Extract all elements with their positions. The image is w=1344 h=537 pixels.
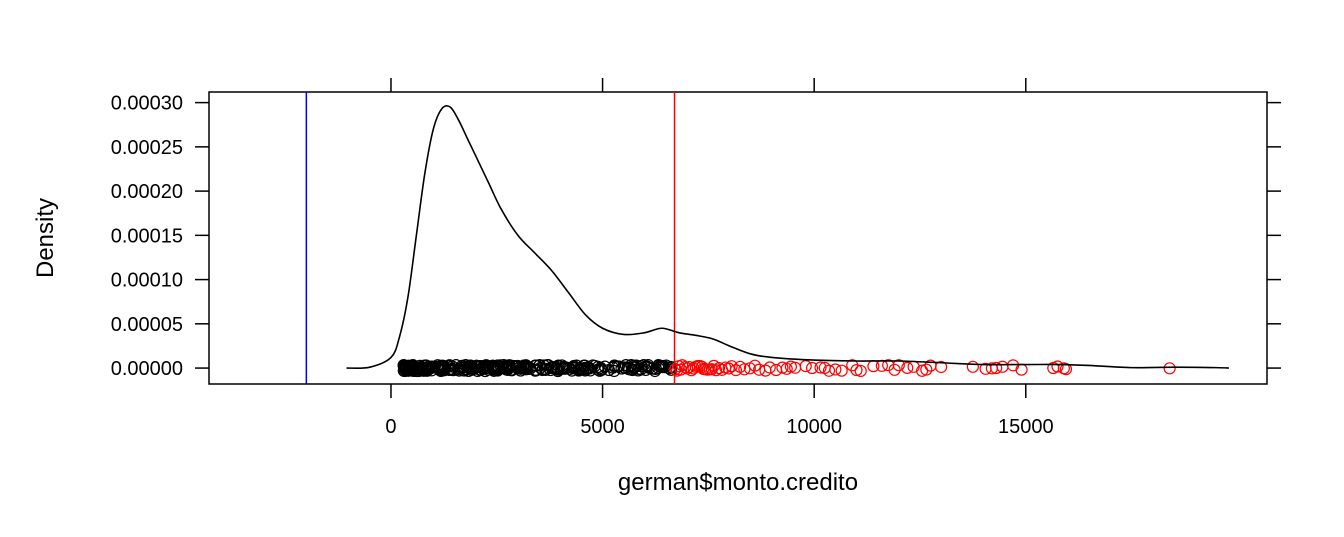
rug-point	[615, 362, 628, 375]
y-tick-label: 0.00020	[111, 181, 183, 203]
plot-frame	[208, 91, 1268, 385]
rug-point	[635, 360, 648, 373]
density-curve-group	[346, 104, 1229, 370]
y-tick-label: 0.00000	[111, 358, 183, 380]
rug-point	[539, 362, 552, 375]
x-tick-label: 5000	[580, 416, 625, 438]
rug-point-above-threshold	[722, 362, 735, 375]
rug-point-above-threshold	[996, 360, 1009, 373]
rug-point-above-threshold	[966, 360, 979, 373]
y-tick-label: 0.00025	[111, 137, 183, 159]
rug-point	[529, 363, 542, 376]
rug-point	[515, 361, 528, 374]
rug-point	[453, 364, 466, 377]
rug-point-above-threshold	[725, 360, 738, 373]
rug-point-above-threshold	[1015, 363, 1028, 376]
x-axis-title: german$monto.credito	[618, 469, 858, 496]
rug-point-above-threshold	[709, 364, 723, 377]
y-tick-label: 0.00015	[111, 225, 183, 247]
rug-point	[628, 361, 641, 374]
rug-point-above-threshold	[901, 361, 914, 374]
rug-point-above-threshold	[705, 363, 718, 376]
rug-point-above-threshold	[822, 364, 836, 377]
rug-point-above-threshold	[805, 361, 819, 375]
rug-point	[431, 361, 444, 374]
rug-point	[641, 360, 654, 373]
rug-point-above-threshold	[935, 360, 948, 374]
rug-point	[437, 359, 450, 373]
x-tick-label: 15000	[998, 416, 1054, 438]
rug-point	[602, 363, 616, 377]
rug-point-above-threshold	[1051, 360, 1064, 373]
rug-point-above-threshold	[748, 359, 762, 372]
rug-point	[545, 361, 558, 375]
rug-point	[487, 360, 500, 373]
rug-point-above-threshold	[854, 364, 867, 378]
rug-point-above-threshold	[814, 361, 827, 374]
reference-lines	[305, 92, 676, 384]
rug-point	[619, 358, 633, 372]
density-curve	[346, 104, 1229, 370]
rug-point	[594, 361, 607, 375]
rug-point-above-threshold	[729, 364, 742, 377]
y-axis: 0.00000 0.00005 0.00010 0.00015 0.00020 0.000…	[111, 93, 1281, 380]
rug-point	[492, 360, 505, 373]
rug-point	[552, 363, 565, 376]
rug-point-above-threshold	[799, 360, 812, 373]
rug-point	[500, 363, 513, 376]
rug-points	[397, 358, 1176, 378]
rug-point	[463, 359, 476, 373]
rug-point	[567, 359, 581, 373]
rug-point-above-threshold	[990, 361, 1003, 375]
rug-point-above-threshold	[850, 363, 863, 377]
rug-point	[409, 364, 422, 377]
y-tick-label: 0.00030	[111, 93, 183, 115]
rug-point	[551, 361, 564, 375]
rug-point	[445, 363, 458, 376]
rug-point-above-threshold	[763, 361, 776, 374]
rug-point	[462, 364, 475, 378]
rug-point-above-threshold	[829, 363, 842, 376]
rug-point-above-threshold	[920, 363, 933, 376]
rug-point	[493, 362, 506, 375]
rug-point	[523, 362, 536, 375]
rug-point-above-threshold	[1163, 362, 1176, 375]
rug-point-above-threshold	[835, 364, 848, 377]
rug-point	[524, 362, 537, 375]
rug-point-above-threshold	[669, 363, 682, 376]
rug-point-above-threshold	[1059, 363, 1073, 376]
rug-point	[654, 359, 667, 372]
rug-point-above-threshold	[738, 363, 751, 376]
rug-point	[578, 364, 592, 377]
rug-point	[397, 359, 410, 372]
rug-point	[437, 364, 451, 377]
rug-point	[582, 361, 595, 374]
rug-point-above-threshold	[892, 359, 905, 372]
rug-point-above-threshold	[712, 362, 726, 375]
rug-point	[397, 364, 410, 377]
plot-panel	[208, 91, 1268, 385]
x-tick-label: 0	[385, 416, 396, 438]
rug-point-above-threshold	[888, 363, 901, 376]
x-tick-label: 10000	[786, 416, 842, 438]
x-axis: 0 5000 10000 15000	[385, 78, 1054, 438]
rug-point-above-threshold	[695, 360, 709, 373]
rug-point-above-threshold	[769, 363, 783, 377]
y-axis-title: Density	[32, 198, 59, 278]
y-tick-label: 0.00005	[111, 314, 183, 336]
y-tick-label: 0.00010	[111, 270, 183, 292]
